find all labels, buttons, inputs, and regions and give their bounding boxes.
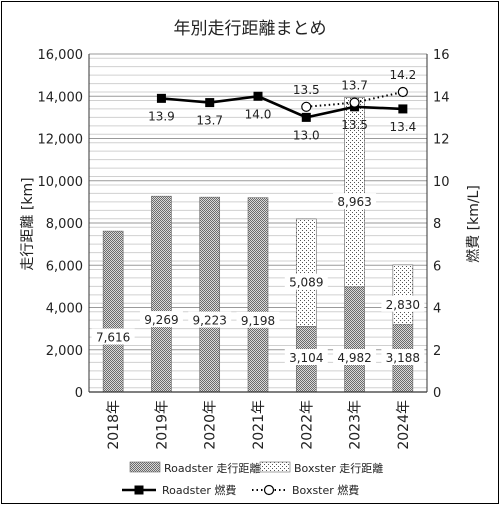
bar-boxster-distance <box>344 97 365 288</box>
data-label-boxster-fuel-economy: 13.7 <box>341 79 368 93</box>
bar-roadster-distance <box>199 196 221 393</box>
y-tick-label: 4,000 <box>46 302 83 317</box>
y2-tick-label: 2 <box>433 344 441 359</box>
data-label-roadster-fuel-economy: 14.0 <box>245 107 272 121</box>
y2-tick-label: 12 <box>433 133 450 148</box>
bar-roadster-distance <box>151 195 172 393</box>
data-label-roadster-distance: 4,982 <box>337 351 371 365</box>
legend-label-boxster-distance: Boxster 走行距離 <box>294 461 383 475</box>
data-label-boxster-distance-bg <box>381 295 425 312</box>
x-tick-label: 2022年 <box>299 400 315 450</box>
data-label-boxster-fuel-economy: 13.5 <box>293 83 320 97</box>
x-tick-label: 2021年 <box>251 400 267 450</box>
bar-roadster-distance <box>102 230 124 393</box>
y-tick-label: 10,000 <box>38 175 84 190</box>
y-tick-label: 8,000 <box>46 217 83 232</box>
data-label-roadster-fuel-economy: 13.5 <box>341 118 368 132</box>
y2-tick-label: 4 <box>433 302 441 317</box>
data-label-roadster-fuel-economy: 13.0 <box>293 128 320 142</box>
data-label-roadster-distance-bg <box>381 349 425 365</box>
marker-roadster-fuel-economy <box>253 91 263 101</box>
x-tick-label: 2020年 <box>203 400 219 450</box>
marker-roadster-fuel-economy <box>205 98 215 108</box>
data-label-roadster-distance: 9,198 <box>241 314 275 328</box>
legend: Roadster 走行距離 Boxster 走行距離 Roadster 燃費 Boxs… <box>122 461 383 497</box>
data-label-boxster-distance: 5,089 <box>289 276 323 290</box>
marker-boxster-fuel-economy <box>397 86 408 98</box>
x-tick-label: 2019年 <box>154 400 170 450</box>
legend-marker-roadster-fuel-economy <box>134 485 144 495</box>
line-boxster-fuel-economy <box>306 91 404 108</box>
y-tick-label: 14,000 <box>38 90 84 105</box>
chart-title: 年別走行距離まとめ <box>174 19 327 39</box>
y2-tick-label: 14 <box>433 90 450 105</box>
data-label-roadster-distance-bg <box>188 311 232 328</box>
data-label-roadster-distance-bg <box>236 311 280 328</box>
y2-tick-label: 16 <box>433 48 450 63</box>
marker-roadster-fuel-economy <box>156 93 166 103</box>
marker-roadster-fuel-economy <box>398 104 408 114</box>
marker-boxster-fuel-economy <box>349 97 360 108</box>
data-label-boxster-fuel-economy: 14.2 <box>389 68 416 82</box>
data-label-roadster-distance-bg <box>139 311 183 328</box>
data-label-roadster-distance: 3,188 <box>386 351 420 365</box>
legend-label-roadster-fuel-economy: Roadster 燃費 <box>162 483 236 497</box>
x-tick-label: 2024年 <box>396 400 412 450</box>
y2-tick-label: 10 <box>433 175 450 190</box>
data-label-boxster-distance-bg <box>333 193 377 210</box>
data-label-roadster-distance: 7,616 <box>96 331 130 345</box>
line-roadster-fuel-economy <box>161 94 403 119</box>
x-tick-label: 2023年 <box>348 400 364 450</box>
y-tick-label: 16,000 <box>38 48 84 63</box>
bar-roadster-distance <box>247 197 269 393</box>
y2-tick-label: 8 <box>433 217 441 232</box>
y-axis-label: 走行距離 [km] <box>19 177 36 270</box>
legend-label-boxster-fuel-economy: Boxster 燃費 <box>292 483 359 497</box>
legend-swatch-roadster-distance <box>129 461 161 473</box>
plot-area: 0 2,000 4,000 6,000 8,000 10,000 12,000 14,000 1… <box>38 48 450 450</box>
bar-roadster-distance <box>344 286 365 393</box>
y-tick-label: 12,000 <box>38 133 84 148</box>
y-tick-label: 6,000 <box>46 259 83 274</box>
data-label-roadster-distance-bg <box>333 349 377 365</box>
y-tick-label: 2,000 <box>46 344 83 359</box>
y2-tick-label: 6 <box>433 259 441 274</box>
y2-tick-label: 0 <box>433 386 441 401</box>
marker-roadster-fuel-economy <box>301 112 311 122</box>
data-label-roadster-distance-bg <box>91 328 135 345</box>
data-label-roadster-distance-bg <box>284 349 328 365</box>
data-label-roadster-fuel-economy: 13.7 <box>196 114 223 128</box>
legend-marker-boxster-fuel-economy <box>263 484 275 496</box>
x-tick-label: 2018年 <box>106 400 122 450</box>
data-label-boxster-distance-bg <box>284 273 328 290</box>
data-label-roadster-fuel-economy: 13.9 <box>148 109 175 123</box>
legend-label-roadster-distance: Roadster 走行距離 <box>164 461 260 475</box>
bar-boxster-distance <box>392 264 414 325</box>
data-label-roadster-fuel-economy: 13.4 <box>389 120 416 134</box>
data-label-boxster-distance: 2,830 <box>386 298 420 312</box>
legend-swatch-boxster-distance <box>259 461 291 473</box>
bar-boxster-distance <box>295 218 317 327</box>
y2-axis-label: 燃費 [km/L] <box>465 185 482 263</box>
data-label-roadster-distance: 9,223 <box>193 314 227 328</box>
marker-boxster-fuel-economy <box>301 101 312 112</box>
data-label-roadster-distance: 9,269 <box>144 313 178 327</box>
data-label-roadster-distance: 3,104 <box>289 351 323 365</box>
data-label-boxster-distance: 8,963 <box>337 195 371 209</box>
y-tick-label: 0 <box>75 386 83 401</box>
